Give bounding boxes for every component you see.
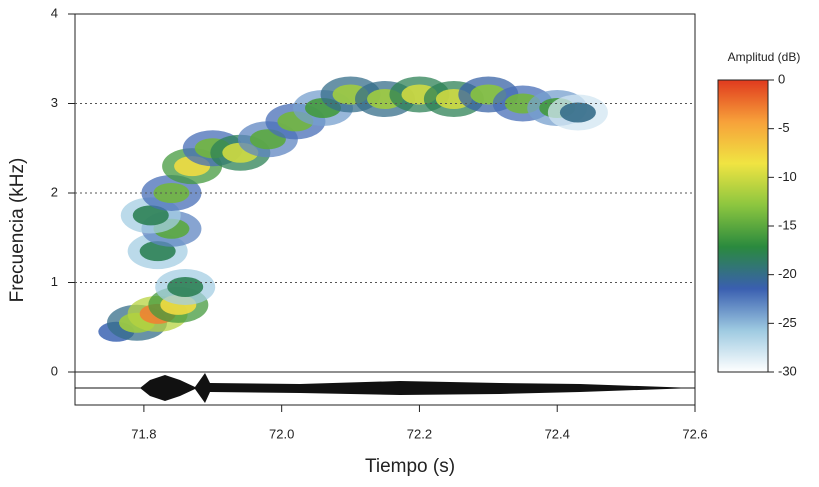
colorbar-tick-label: -30 [778, 363, 797, 378]
colorbar-tick-label: -20 [778, 266, 797, 281]
x-tick-label: 72.2 [407, 426, 432, 441]
plot-frame [74, 13, 696, 406]
y-tick-label: 0 [51, 363, 58, 378]
y-tick-label: 3 [51, 95, 58, 110]
colorbar-tick-label: -10 [778, 169, 797, 184]
x-tick-label: 72.6 [682, 426, 707, 441]
y-axis-label: Frecuencia (kHz) [7, 158, 28, 303]
colorbar [717, 79, 769, 373]
x-tick-label: 72.0 [269, 426, 294, 441]
y-tick-label: 4 [51, 5, 58, 20]
spectrogram-cell [167, 276, 204, 297]
colorbar-label: Amplitud (dB) [728, 50, 801, 64]
colorbar-tick-label: -5 [778, 120, 790, 135]
x-tick-label: 71.8 [131, 426, 156, 441]
y-tick-label: 2 [51, 184, 58, 199]
colorbar-tick-label: 0 [778, 71, 785, 86]
x-axis-label: Tiempo (s) [365, 456, 455, 477]
spectrogram-cell [132, 205, 169, 226]
x-tick-label: 72.4 [545, 426, 570, 441]
colorbar-tick-label: -25 [778, 315, 797, 330]
colorbar-tick-label: -15 [778, 217, 797, 232]
y-tick-label: 1 [51, 274, 58, 289]
spectrogram-cell [559, 102, 596, 123]
